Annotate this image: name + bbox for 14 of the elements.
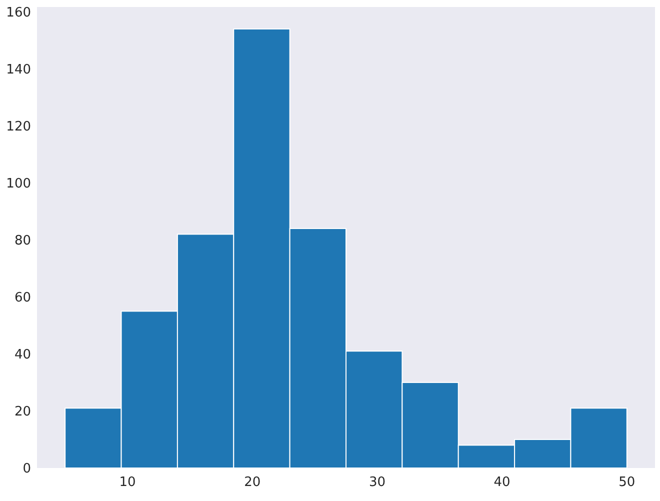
y-tick-label: 100 [6,176,31,192]
x-tick-label: 20 [244,475,261,490]
y-tick-label: 40 [14,348,31,363]
y-tick-label: 80 [14,233,31,248]
y-tick-label: 20 [14,404,31,420]
x-tick-label: 40 [494,475,510,490]
y-tick-label: 140 [6,62,31,78]
x-tick-label: 50 [618,475,636,490]
y-tick-label: 0 [22,462,31,477]
y-tick-label: 160 [6,5,31,20]
y-tick-label: 60 [14,290,31,306]
y-tick-label: 120 [6,119,31,134]
x-tick-label: 10 [119,475,136,490]
x-tick-label: 30 [368,475,386,490]
